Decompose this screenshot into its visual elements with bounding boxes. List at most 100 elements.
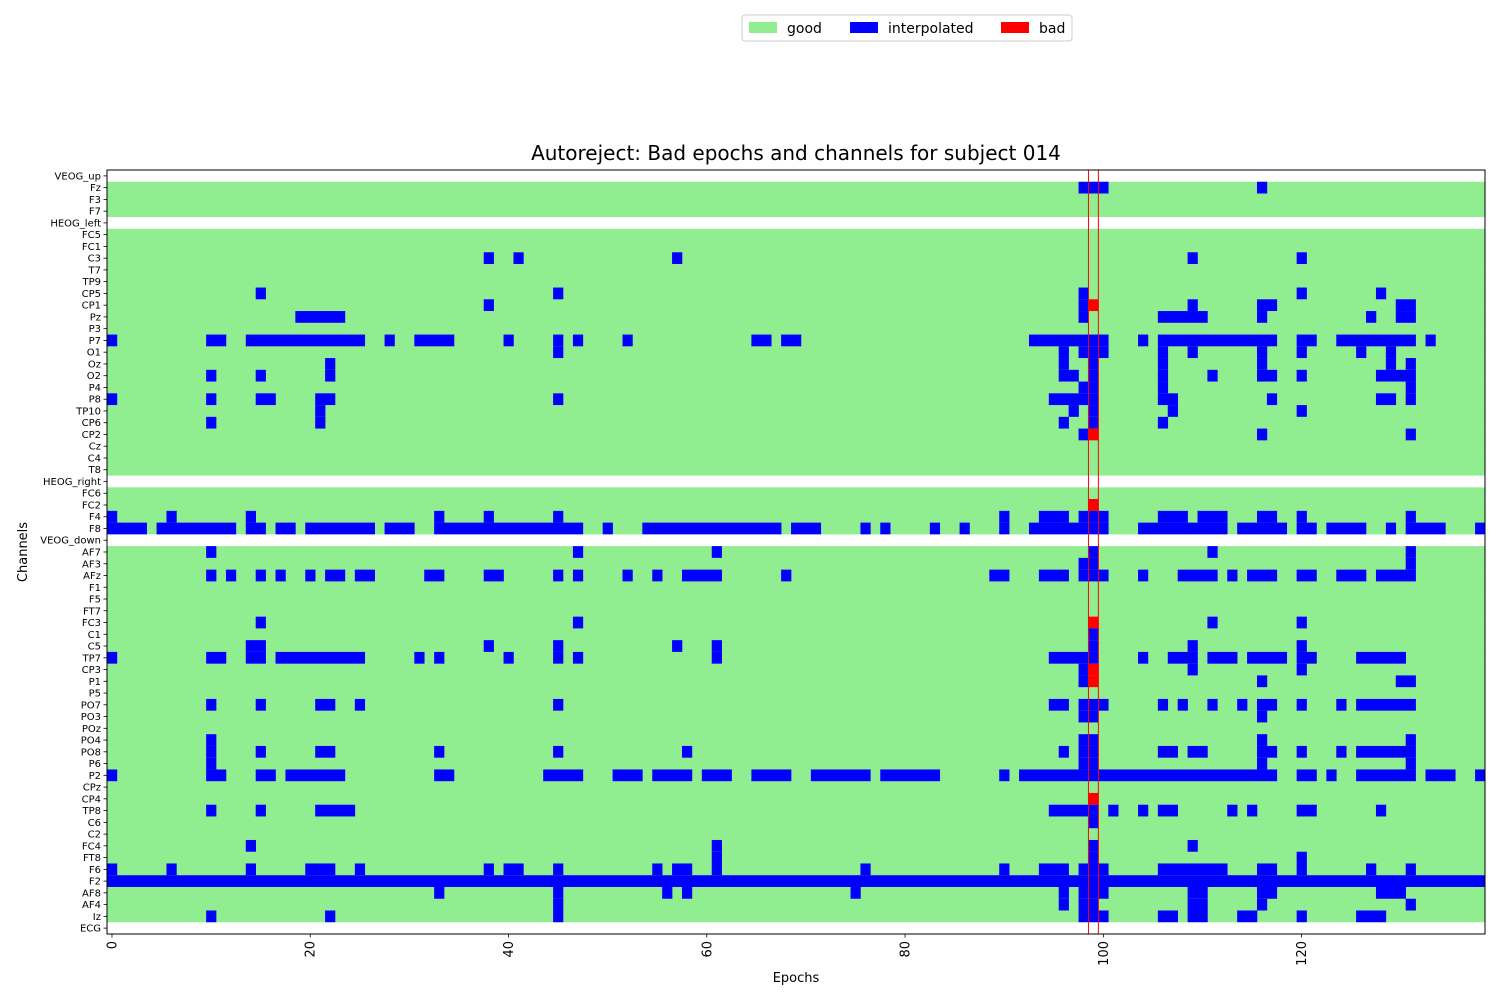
legend-frame xyxy=(741,14,1073,42)
cell-bad xyxy=(1088,663,1099,676)
cell-interpolated xyxy=(1405,757,1416,770)
cell-interpolated xyxy=(662,886,673,900)
cell-interpolated xyxy=(315,745,336,758)
x-tick-label: 80 xyxy=(899,941,914,958)
cell-interpolated xyxy=(1475,522,1486,535)
cell-interpolated xyxy=(1058,346,1069,359)
cell-interpolated xyxy=(1187,651,1198,664)
cell-interpolated xyxy=(1296,346,1307,359)
y-tick-label: AF8 xyxy=(82,888,101,899)
row-C5 xyxy=(107,640,1485,653)
legend-swatch-bad xyxy=(1001,22,1029,33)
cell-interpolated xyxy=(1366,863,1377,876)
cell-interpolated xyxy=(1356,769,1416,782)
cell-interpolated xyxy=(225,569,237,582)
cell-interpolated xyxy=(1237,698,1248,711)
row-P6 xyxy=(107,757,1485,770)
cell-interpolated xyxy=(1157,698,1169,711)
row-C2 xyxy=(107,828,1485,841)
row-P1 xyxy=(107,675,1485,688)
cell-interpolated xyxy=(1058,416,1069,429)
cell-interpolated xyxy=(959,522,970,535)
cell-interpolated xyxy=(1375,287,1387,300)
cell-interpolated xyxy=(1227,804,1238,817)
row-T8 xyxy=(107,463,1485,476)
cell-interpolated xyxy=(295,311,346,324)
cell-interpolated xyxy=(1237,522,1268,535)
cell-interpolated xyxy=(553,910,564,923)
y-tick-label: F1 xyxy=(89,583,101,594)
cell-interpolated xyxy=(206,804,217,817)
cell-interpolated xyxy=(325,358,336,371)
cell-interpolated xyxy=(622,334,633,347)
cell-interpolated xyxy=(1296,910,1307,923)
row-CPz xyxy=(107,781,1485,794)
row-F4 xyxy=(107,510,1485,523)
row-HEOG_right xyxy=(107,475,1485,488)
cell-interpolated xyxy=(1296,252,1307,265)
cell-interpolated xyxy=(206,757,217,770)
cell-interpolated xyxy=(483,252,494,265)
row-VEOG_up xyxy=(107,170,1485,183)
cell-bad xyxy=(1088,792,1099,806)
cell-interpolated xyxy=(1088,358,1099,371)
y-tick-label: T8 xyxy=(88,465,101,476)
cell-interpolated xyxy=(672,252,683,265)
cell-interpolated xyxy=(1296,369,1307,382)
cell-interpolated xyxy=(1356,745,1416,758)
row-O2 xyxy=(107,369,1485,382)
cell-interpolated xyxy=(860,522,871,535)
cell-interpolated xyxy=(1157,416,1169,429)
cell-interpolated xyxy=(1375,393,1397,406)
cell-interpolated xyxy=(354,569,375,582)
cell-interpolated xyxy=(245,651,266,664)
cell-interpolated xyxy=(107,334,118,347)
cell-interpolated xyxy=(1038,510,1069,523)
cell-interpolated xyxy=(503,863,524,876)
cell-interpolated xyxy=(1078,428,1089,441)
y-tick-label: C1 xyxy=(88,630,101,641)
row-CP6 xyxy=(107,416,1485,429)
cell-interpolated xyxy=(1088,816,1099,829)
cell-interpolated xyxy=(553,886,564,900)
y-tick-label: F7 xyxy=(89,207,101,218)
y-tick-label: CP2 xyxy=(82,430,101,441)
cell-interpolated xyxy=(1385,346,1397,359)
cell-interpolated xyxy=(1296,863,1307,876)
row-C4 xyxy=(107,452,1485,465)
cell-interpolated xyxy=(1336,745,1347,758)
cell-interpolated xyxy=(1336,569,1367,582)
cell-interpolated xyxy=(1256,675,1268,688)
cell-interpolated xyxy=(999,522,1010,535)
cell-interpolated xyxy=(860,863,871,876)
cell-interpolated xyxy=(1256,181,1268,194)
cell-interpolated xyxy=(384,522,415,535)
cell-interpolated xyxy=(325,569,346,582)
y-tick-label: O1 xyxy=(87,348,101,359)
y-tick-label: TP8 xyxy=(81,806,101,817)
row-AF7 xyxy=(107,546,1485,559)
cell-interpolated xyxy=(1088,651,1099,664)
cell-interpolated xyxy=(553,393,564,406)
cell-interpolated xyxy=(325,369,336,382)
row-POz xyxy=(107,722,1485,735)
y-tick-label: Fz xyxy=(90,183,101,194)
cell-interpolated xyxy=(672,640,683,653)
cell-interpolated xyxy=(107,769,118,782)
cell-bad xyxy=(1088,299,1099,312)
cell-interpolated xyxy=(1078,287,1089,300)
y-tick-label: AF4 xyxy=(82,900,101,911)
y-tick-label: C3 xyxy=(88,254,101,265)
cell-interpolated xyxy=(1366,311,1377,324)
cell-interpolated xyxy=(255,369,266,382)
y-tick-label: CP6 xyxy=(82,418,101,429)
cell-interpolated xyxy=(572,616,584,629)
cell-interpolated xyxy=(1266,522,1288,535)
cell-interpolated xyxy=(810,769,871,782)
row-ECG xyxy=(107,922,1485,935)
y-tick-label: F3 xyxy=(89,195,101,206)
y-tick-label: F5 xyxy=(89,595,101,606)
cell-interpolated xyxy=(711,863,722,876)
row-Cz xyxy=(107,440,1485,453)
y-tick-label: Oz xyxy=(88,359,101,370)
